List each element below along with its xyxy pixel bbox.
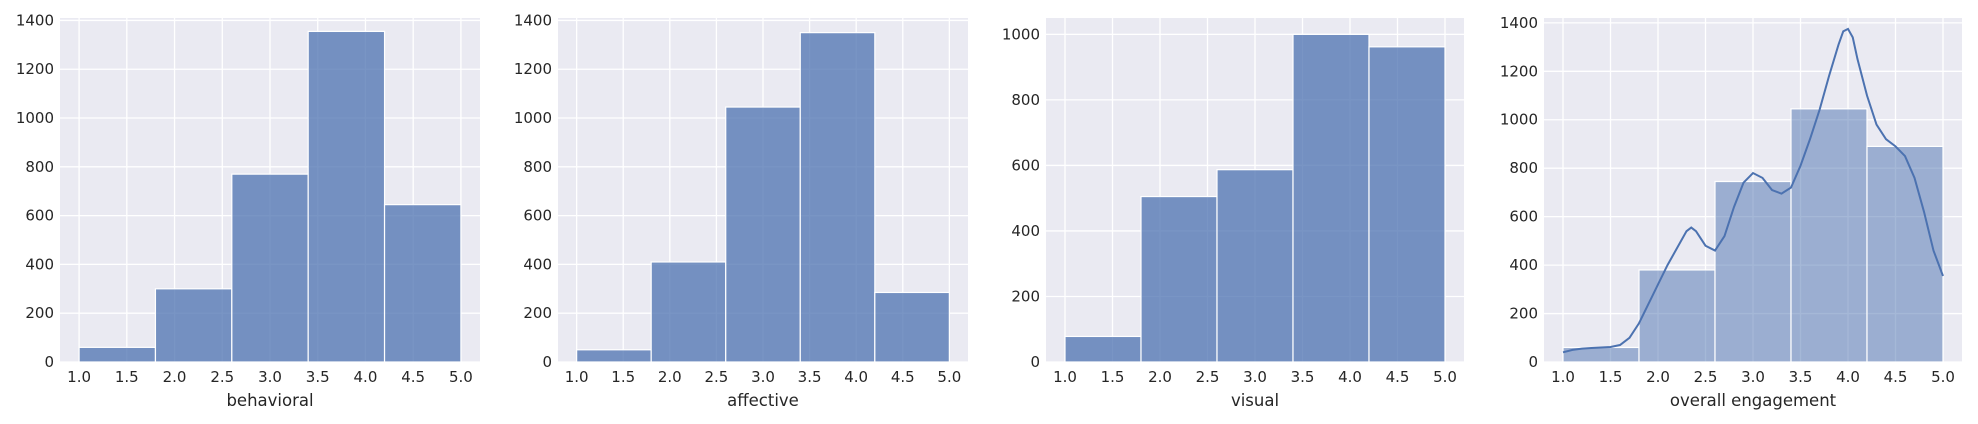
x-tick-label: 2.5	[704, 368, 728, 386]
y-tick-label: 1200	[16, 60, 54, 78]
histogram-bar	[1866, 145, 1944, 363]
y-tick-label: 1200	[514, 60, 552, 78]
x-tick-label: 4.0	[1836, 368, 1860, 386]
histogram-bar	[1064, 335, 1142, 363]
kde-line	[1562, 27, 1944, 354]
y-tick-label: 1000	[16, 109, 54, 127]
x-tick-label: 3.0	[1243, 368, 1267, 386]
y-tick-label: 600	[1011, 156, 1040, 174]
histogram-bar	[1140, 195, 1218, 363]
y-tick-label: 200	[523, 304, 552, 322]
y-tick-label: 600	[523, 207, 552, 225]
x-tick-label: 1.0	[1551, 368, 1575, 386]
y-tick-label: 400	[25, 255, 54, 273]
histogram-panel-3: 1.0 1.5 2.0 2.5 3.0 3.5 4.0 4.5 5.0 0 200 400 600 800…	[1002, 18, 1464, 410]
x-tick-label: 4.5	[1386, 368, 1410, 386]
histogram-panel-4: 1.0 1.5 2.0 2.5 3.0 3.5 4.0 4.5 5.0 0 200 400 600 800…	[1500, 14, 1962, 410]
x-tick-label: 1.0	[67, 368, 91, 386]
x-tick-label: 4.0	[844, 368, 868, 386]
histogram-bar	[307, 30, 386, 363]
x-axis-label: visual	[1231, 391, 1279, 410]
x-tick-label: 3.5	[798, 368, 822, 386]
x-tick-label: 4.5	[891, 368, 915, 386]
histogram-panel-2: 1.0 1.5 2.0 2.5 3.0 3.5 4.0 4.5 5.0 0 200 400 600 800…	[514, 11, 968, 410]
y-tick-label: 600	[1509, 208, 1538, 226]
histogram-bar	[1638, 269, 1716, 363]
x-tick-label: 2.5	[1196, 368, 1220, 386]
x-tick-label: 3.0	[751, 368, 775, 386]
y-tick-label: 0	[44, 353, 54, 371]
x-tick-label: 2.0	[1646, 368, 1670, 386]
y-tick-label: 1000	[1002, 25, 1040, 43]
histogram-panel-1: 1.0 1.5 2.0 2.5 3.0 3.5 4.0 4.5 5.0 0 200 400 600 800…	[16, 11, 480, 410]
y-tick-label: 800	[1509, 159, 1538, 177]
x-tick-label: 2.0	[658, 368, 682, 386]
y-tick-label: 600	[25, 207, 54, 225]
x-tick-label: 5.0	[1931, 368, 1955, 386]
y-tick-label: 0	[1030, 353, 1040, 371]
x-tick-label: 1.5	[115, 368, 139, 386]
x-tick-label: 3.5	[306, 368, 330, 386]
y-tick-label: 1000	[1500, 111, 1538, 129]
y-tick-label: 1400	[16, 11, 54, 29]
histogram-bar	[576, 349, 652, 363]
histogram-bar	[799, 32, 876, 363]
y-tick-label: 800	[523, 158, 552, 176]
x-tick-label: 2.0	[163, 368, 187, 386]
x-tick-label: 2.0	[1148, 368, 1172, 386]
x-tick-label: 3.5	[1291, 368, 1315, 386]
y-tick-label: 1200	[1500, 62, 1538, 80]
y-tick-label: 1400	[1500, 14, 1538, 32]
x-tick-label: 4.5	[1884, 368, 1908, 386]
x-tick-label: 4.5	[401, 368, 425, 386]
histogram-bar	[650, 261, 727, 363]
histogram-bar	[231, 173, 309, 363]
histogram-bar	[1216, 169, 1294, 363]
x-tick-label: 4.0	[1338, 368, 1362, 386]
x-axis-label: behavioral	[226, 391, 313, 410]
y-tick-label: 200	[1011, 287, 1040, 305]
x-axis-label: overall engagement	[1670, 391, 1837, 410]
histogram-bar	[1714, 180, 1792, 363]
y-tick-label: 400	[1509, 256, 1538, 274]
y-tick-label: 200	[25, 304, 54, 322]
x-tick-label: 1.5	[1599, 368, 1623, 386]
x-axis-label: affective	[727, 391, 799, 410]
histogram-bar	[1790, 108, 1868, 363]
x-tick-label: 4.0	[354, 368, 378, 386]
y-tick-label: 1400	[514, 11, 552, 29]
x-tick-label: 3.0	[258, 368, 282, 386]
y-tick-label: 800	[1011, 91, 1040, 109]
y-tick-label: 400	[523, 255, 552, 273]
y-tick-label: 400	[1011, 222, 1040, 240]
x-tick-label: 1.5	[611, 368, 635, 386]
y-tick-label: 800	[25, 158, 54, 176]
y-tick-label: 0	[1528, 353, 1538, 371]
x-tick-label: 2.5	[210, 368, 234, 386]
x-tick-label: 1.0	[565, 368, 589, 386]
histogram-bar	[725, 106, 801, 363]
histogram-bar	[1292, 33, 1370, 363]
histogram-bar	[383, 204, 462, 363]
y-tick-label: 200	[1509, 305, 1538, 323]
histogram-bar	[154, 288, 233, 363]
x-tick-label: 1.0	[1053, 368, 1077, 386]
x-tick-label: 3.0	[1741, 368, 1765, 386]
x-tick-label: 1.5	[1101, 368, 1125, 386]
histogram-bar	[874, 291, 950, 363]
x-tick-label: 5.0	[937, 368, 961, 386]
histogram-bar	[1368, 46, 1446, 363]
x-tick-label: 5.0	[449, 368, 473, 386]
x-tick-label: 2.5	[1694, 368, 1718, 386]
x-tick-label: 5.0	[1433, 368, 1457, 386]
histogram-bar	[78, 346, 157, 363]
y-tick-label: 0	[542, 353, 552, 371]
y-tick-label: 1000	[514, 109, 552, 127]
x-tick-label: 3.5	[1789, 368, 1813, 386]
